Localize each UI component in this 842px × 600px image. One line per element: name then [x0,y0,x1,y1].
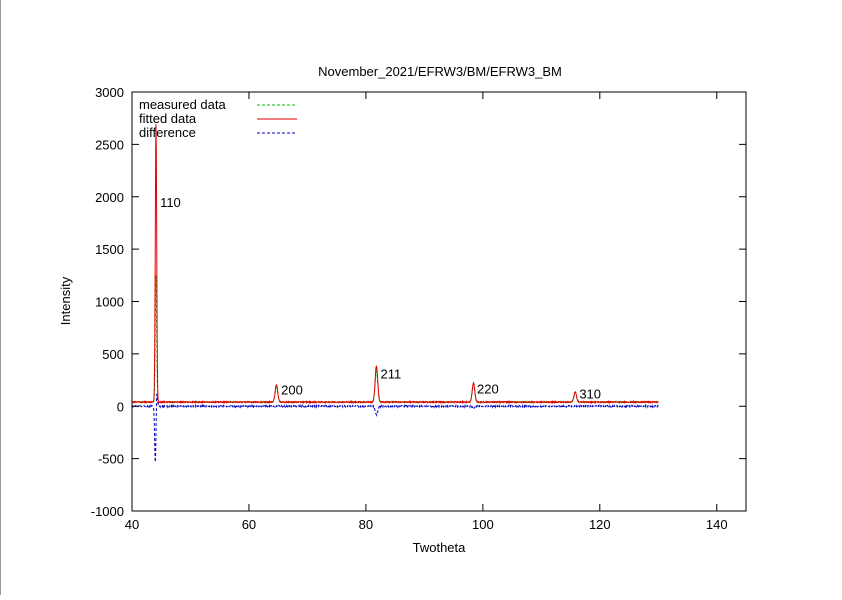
x-tick-label: 100 [472,517,494,532]
peak-label: 310 [579,386,601,401]
series-line-measured-data [132,275,659,405]
series-layer [132,124,659,463]
peak-annotations: 110 200 211 220 310 [160,195,601,401]
x-axis-label: Twotheta [413,540,467,555]
series-line-fitted-data [132,124,659,405]
legend-entry-label: difference [139,125,196,140]
x-tick-label: 120 [589,517,611,532]
y-tick-label: 2500 [95,137,124,152]
peak-label: 211 [381,366,402,381]
legend-entry-label: measured data [139,97,226,112]
x-tick-label: 140 [706,517,728,532]
y-tick-label: 500 [102,347,124,362]
series-line-difference [132,393,659,463]
x-axis: 40 60 80 100 120 140 [125,92,728,532]
legend-entry-label: fitted data [139,111,197,126]
y-tick-label: -1000 [91,504,124,519]
y-tick-label: 1500 [95,242,124,257]
y-tick-label: -500 [98,452,124,467]
y-tick-label: 2000 [95,190,124,205]
y-tick-label: 3000 [95,85,124,100]
peak-label: 200 [281,383,303,398]
y-axis-label: Intensity [58,276,73,325]
x-tick-label: 60 [242,517,256,532]
y-tick-label: 0 [117,399,124,414]
plot-area-frame [131,91,747,512]
y-tick-label: 1000 [95,295,124,310]
window-edge [0,0,1,595]
chart-title: November_2021/EFRW3/BM/EFRW3_BM [318,64,562,79]
peak-label: 220 [477,382,499,397]
y-axis: -1000 -500 0 500 1000 1500 2000 2500 3000 [91,85,746,519]
x-tick-label: 80 [359,517,373,532]
x-tick-label: 40 [125,517,139,532]
peak-label: 110 [160,195,181,210]
